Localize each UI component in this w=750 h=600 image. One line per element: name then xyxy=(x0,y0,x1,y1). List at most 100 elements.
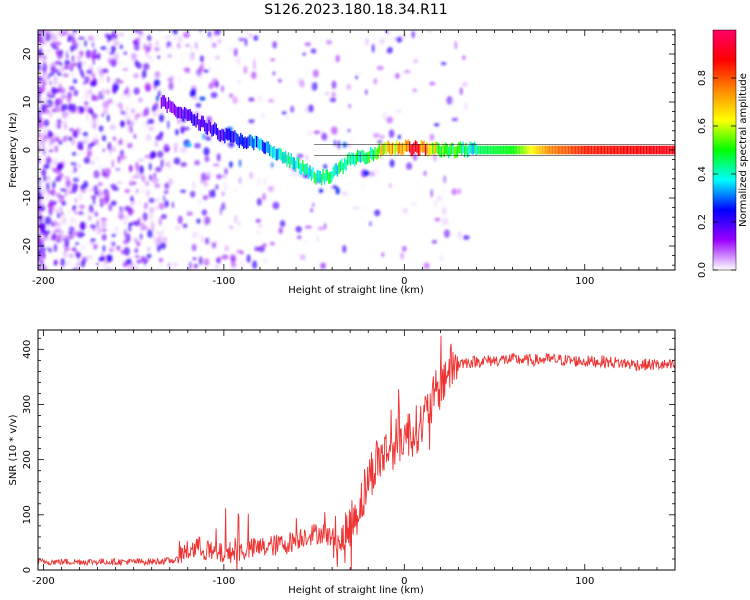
heatmap-cell xyxy=(423,170,427,176)
ridge-cell xyxy=(513,145,515,155)
ridge-cell xyxy=(593,145,596,155)
ridge-cell xyxy=(437,143,440,155)
heatmap-cell xyxy=(389,183,392,188)
ridge-cell xyxy=(345,159,347,172)
heatmap-cell xyxy=(172,262,178,268)
ridge-cell xyxy=(286,155,288,167)
heatmap-cell xyxy=(180,162,187,167)
ridge-cell xyxy=(388,142,391,155)
ridge-cell xyxy=(648,145,650,155)
heatmap-cell xyxy=(433,199,438,208)
heatmap-cell xyxy=(152,229,156,234)
heatmap-cell xyxy=(413,58,418,64)
ridge-cell xyxy=(537,145,539,155)
heatmap-cell xyxy=(337,140,341,150)
heatmap-cell xyxy=(52,159,59,166)
heatmap-cell xyxy=(84,40,87,47)
heatmap-cell xyxy=(73,165,77,174)
ridge-cell xyxy=(355,153,357,165)
heatmap-cell xyxy=(76,127,79,133)
ridge-cell xyxy=(165,97,167,110)
heatmap-cell xyxy=(151,177,159,184)
ridge-cell xyxy=(452,142,454,155)
heatmap-cell xyxy=(131,52,137,61)
heatmap-cell xyxy=(109,145,112,155)
ridge-cell xyxy=(484,145,486,155)
ridge-cell xyxy=(478,145,480,155)
heatmap-cell xyxy=(459,87,463,96)
heatmap-cell xyxy=(57,67,64,74)
ridge-cell xyxy=(383,143,385,155)
ridge-cell xyxy=(547,145,549,155)
snr-ticks: -200 -100 0 100 0 100 200 300 400 xyxy=(22,330,675,587)
heatmap-cell xyxy=(238,159,242,168)
ridge-cell xyxy=(406,140,408,153)
heatmap-cell xyxy=(157,30,163,33)
heatmap-cell xyxy=(107,34,113,42)
heatmap-cell xyxy=(402,207,409,214)
heatmap-cell xyxy=(41,104,45,113)
ridge-cell xyxy=(218,129,220,142)
ridge-cell xyxy=(508,145,510,155)
heatmap-cell xyxy=(210,35,213,42)
heatmap-cell xyxy=(316,236,319,243)
heatmap-cell xyxy=(443,229,450,238)
ridge-cell xyxy=(424,144,427,156)
heatmap-cell xyxy=(169,41,172,47)
heatmap-cell xyxy=(138,197,143,206)
ridge-cell xyxy=(202,115,204,128)
heatmap-cell xyxy=(441,217,449,226)
heatmap-cell xyxy=(164,200,169,208)
ridge-cell xyxy=(338,162,340,174)
heatmap-cell xyxy=(38,97,41,101)
ridge-cell xyxy=(175,105,177,117)
heatmap-cell xyxy=(403,70,411,74)
heatmap-cell xyxy=(153,79,161,87)
heatmap-cell xyxy=(95,105,100,111)
heatmap-cell xyxy=(269,241,275,246)
heatmap-cell xyxy=(80,60,87,67)
heatmap-cell xyxy=(53,243,58,253)
ridge-cell xyxy=(189,109,191,121)
heatmap-cell xyxy=(358,70,363,77)
ridge-cell xyxy=(543,145,545,155)
heatmap-cell xyxy=(93,170,100,179)
ridge-cell xyxy=(167,97,170,109)
y-tick-label: 300 xyxy=(22,395,33,414)
heatmap-cell xyxy=(218,256,222,261)
ridge-cell xyxy=(374,146,376,159)
heatmap-cell xyxy=(149,151,157,158)
heatmap-cell xyxy=(88,215,92,221)
ridge-cell xyxy=(590,145,593,155)
heatmap-cell xyxy=(197,200,203,205)
ridge-cell xyxy=(188,109,190,121)
ridge-cell xyxy=(417,144,419,156)
ridge-cell xyxy=(524,145,526,155)
heatmap-cell xyxy=(310,48,317,54)
heatmap-cell xyxy=(132,39,137,45)
heatmap-cell xyxy=(65,260,72,268)
heatmap-cell xyxy=(102,30,106,34)
heatmap-cell xyxy=(123,51,128,55)
ridge-cell xyxy=(429,143,431,155)
heatmap-cell xyxy=(128,222,134,226)
ridge-cell xyxy=(315,173,317,185)
heatmap-cell xyxy=(257,178,260,186)
heatmap-cell xyxy=(396,36,403,43)
heatmap-cell xyxy=(237,79,241,85)
heatmap-cell xyxy=(305,105,309,114)
heatmap-cell xyxy=(61,211,64,217)
heatmap-cell xyxy=(386,46,393,54)
heatmap-cell xyxy=(107,58,114,64)
heatmap-cell xyxy=(80,50,83,59)
heatmap-cell xyxy=(291,172,299,177)
ridge-cell xyxy=(227,129,229,141)
heatmap-cell xyxy=(51,221,54,227)
heatmap-cell xyxy=(68,253,74,259)
heatmap-cell xyxy=(65,51,69,60)
ridge-cell xyxy=(260,138,262,150)
ridge-cell xyxy=(192,114,194,126)
ridge-cell xyxy=(443,145,445,158)
heatmap-cell xyxy=(44,216,52,225)
heatmap-cell xyxy=(257,95,262,102)
